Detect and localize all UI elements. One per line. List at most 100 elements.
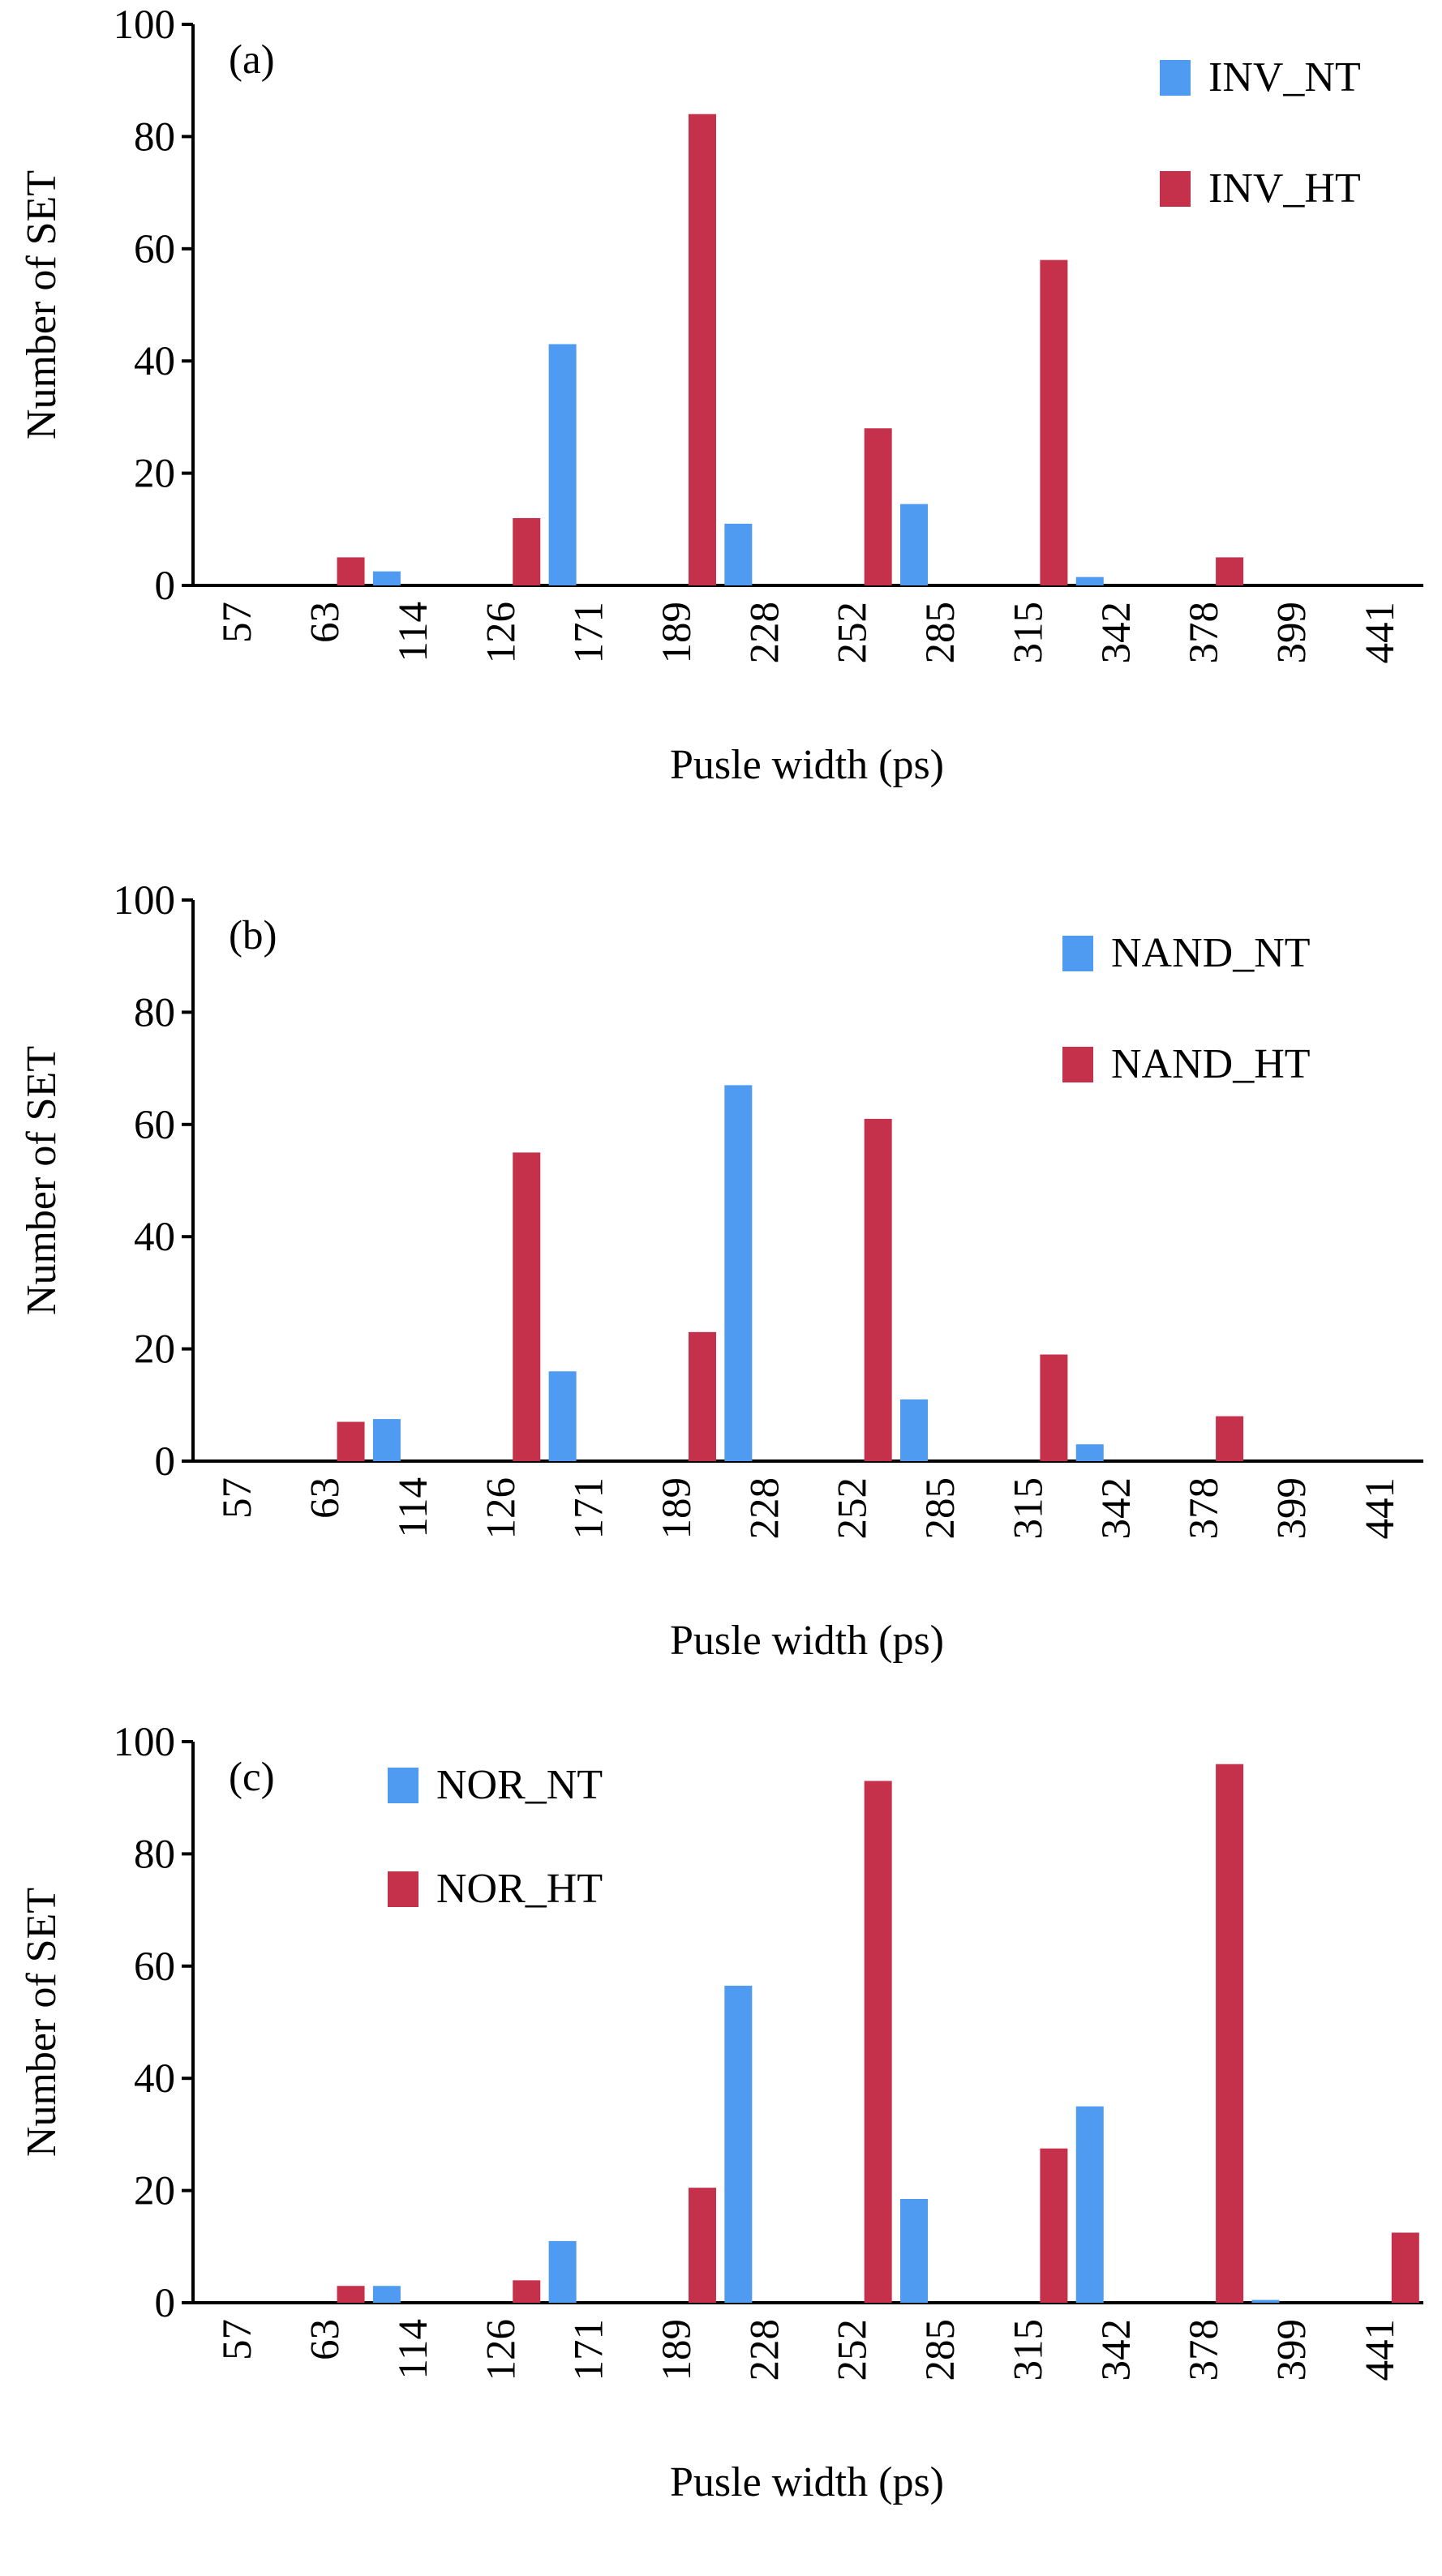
- y-tick-label: 100: [114, 878, 176, 924]
- x-tick-label: 441: [1358, 1477, 1403, 1540]
- x-tick-label: 378: [1182, 602, 1227, 664]
- bar-nor-nt-228: [724, 1986, 753, 2303]
- x-tick-label: 378: [1182, 1477, 1227, 1540]
- x-tick-label: 399: [1269, 602, 1315, 664]
- y-tick-label: 60: [134, 1103, 175, 1148]
- legend-label: INV_NT: [1208, 54, 1361, 101]
- y-axis-title: Number of SET: [19, 1046, 65, 1315]
- legend-label: INV_HT: [1208, 165, 1361, 212]
- y-tick-label: 0: [155, 564, 176, 609]
- y-tick-label: 20: [134, 1327, 175, 1373]
- bar-nor-nt-285: [900, 2198, 929, 2303]
- bar-nor-ht-252: [864, 1781, 892, 2303]
- legend-swatch-inv-ht: [1160, 171, 1191, 207]
- x-tick-label: 252: [830, 1477, 876, 1540]
- x-tick-label: 399: [1269, 2319, 1315, 2381]
- y-axis-title: Number of SET: [19, 1888, 65, 2157]
- x-tick-label: 315: [1006, 1477, 1051, 1540]
- x-tick-label: 315: [1006, 2319, 1051, 2381]
- x-tick-label: 315: [1006, 602, 1051, 664]
- bar-inv-ht-63: [337, 557, 365, 585]
- bar-nand-nt-114: [372, 1419, 401, 1461]
- y-tick-label: 20: [134, 2169, 175, 2214]
- x-tick-label: 171: [567, 602, 612, 664]
- x-tick-label: 228: [742, 2319, 788, 2381]
- bar-inv-ht-189: [688, 114, 716, 586]
- legend-swatch-nor-nt: [388, 1768, 418, 1803]
- x-tick-label: 252: [830, 602, 876, 664]
- legend-swatch-nand-ht: [1062, 1047, 1093, 1082]
- legend-label: NOR_HT: [436, 1866, 603, 1912]
- x-tick-label: 441: [1358, 2319, 1403, 2381]
- x-tick-label: 171: [567, 1477, 612, 1540]
- y-tick-label: 80: [134, 114, 175, 160]
- bar-nand-nt-228: [724, 1085, 753, 1461]
- x-tick-label: 63: [303, 2319, 349, 2360]
- y-tick-label: 40: [134, 2056, 175, 2102]
- x-tick-label: 285: [918, 602, 963, 664]
- panel-label: (a): [229, 37, 275, 83]
- bar-nor-nt-399: [1251, 2300, 1280, 2303]
- bar-nor-ht-63: [337, 2286, 365, 2303]
- chart-panel-b: 0 20 40 60 80 100 57 63 114 126 171 189 228 252 285 315…: [0, 876, 1442, 1734]
- y-tick-label: 0: [155, 1439, 176, 1485]
- y-tick-label: 20: [134, 452, 175, 497]
- x-tick-label: 57: [215, 602, 260, 643]
- y-tick-label: 60: [134, 227, 175, 272]
- x-tick-label: 285: [918, 1477, 963, 1540]
- bar-nor-ht-189: [688, 2188, 716, 2303]
- chart-panel-c: 0 20 40 60 80 100 57 63 114 126 171 189 228 252 285 315…: [0, 1717, 1442, 2576]
- x-tick-label: 378: [1182, 2319, 1227, 2381]
- bar-inv-ht-315: [1040, 259, 1068, 585]
- x-tick-label: 189: [654, 1477, 700, 1540]
- bar-inv-nt-228: [724, 523, 753, 585]
- bar-nor-nt-114: [372, 2286, 401, 2303]
- panel-label: (c): [229, 1755, 275, 1800]
- legend-label: NAND_NT: [1111, 930, 1311, 976]
- chart-panel-a: 0 20 40 60 80 100 57 63 114 126 171 189 228 252 285 315…: [0, 0, 1442, 859]
- bar-inv-ht-126: [513, 517, 541, 585]
- bar-inv-nt-171: [548, 344, 577, 585]
- bar-inv-nt-114: [372, 571, 401, 585]
- bar-nor-nt-342: [1075, 2106, 1104, 2303]
- y-axis-title: Number of SET: [19, 170, 65, 439]
- chart-b-svg: 0 20 40 60 80 100 57 63 114 126 171 189 228 252 285 315…: [19, 878, 1423, 1664]
- x-tick-label: 126: [479, 1477, 524, 1540]
- bar-nor-ht-441: [1391, 2232, 1419, 2303]
- x-tick-label: 126: [479, 602, 524, 664]
- bar-nand-ht-315: [1040, 1354, 1068, 1461]
- bar-inv-ht-252: [864, 428, 892, 585]
- x-tick-label: 57: [215, 2319, 260, 2360]
- legend-swatch-inv-nt: [1160, 60, 1191, 96]
- bar-nand-ht-63: [337, 1421, 365, 1461]
- x-tick-label: 114: [391, 1477, 436, 1538]
- x-tick-label: 114: [391, 2319, 436, 2380]
- x-tick-label: 189: [654, 602, 700, 664]
- bar-nand-nt-342: [1075, 1444, 1104, 1461]
- x-tick-label: 342: [1094, 1477, 1139, 1540]
- chart-c-svg: 0 20 40 60 80 100 57 63 114 126 171 189 228 252 285 315…: [19, 1720, 1423, 2505]
- x-tick-label: 285: [918, 2319, 963, 2381]
- bar-inv-nt-285: [900, 504, 929, 585]
- bar-nand-nt-171: [548, 1371, 577, 1461]
- y-tick-label: 40: [134, 339, 175, 384]
- x-tick-label: 126: [479, 2319, 524, 2381]
- bar-nor-ht-126: [513, 2280, 541, 2303]
- bar-nand-ht-189: [688, 1331, 716, 1461]
- x-tick-label: 342: [1094, 2319, 1139, 2381]
- panel-label: (b): [229, 913, 277, 958]
- bar-nor-nt-171: [548, 2240, 577, 2303]
- x-tick-label: 228: [742, 602, 788, 664]
- bar-nor-ht-378: [1216, 1764, 1244, 2303]
- legend-label: NAND_HT: [1111, 1041, 1311, 1087]
- x-tick-label: 114: [391, 602, 436, 662]
- bar-nand-ht-126: [513, 1152, 541, 1461]
- y-tick-label: 100: [114, 2, 176, 48]
- x-tick-label: 57: [215, 1477, 260, 1519]
- legend-swatch-nand-nt: [1062, 936, 1093, 971]
- x-tick-label: 63: [303, 1477, 349, 1519]
- bar-nor-ht-315: [1040, 2148, 1068, 2303]
- x-axis-title: Pusle width (ps): [670, 742, 944, 788]
- x-tick-label: 171: [567, 2319, 612, 2381]
- x-tick-label: 342: [1094, 602, 1139, 664]
